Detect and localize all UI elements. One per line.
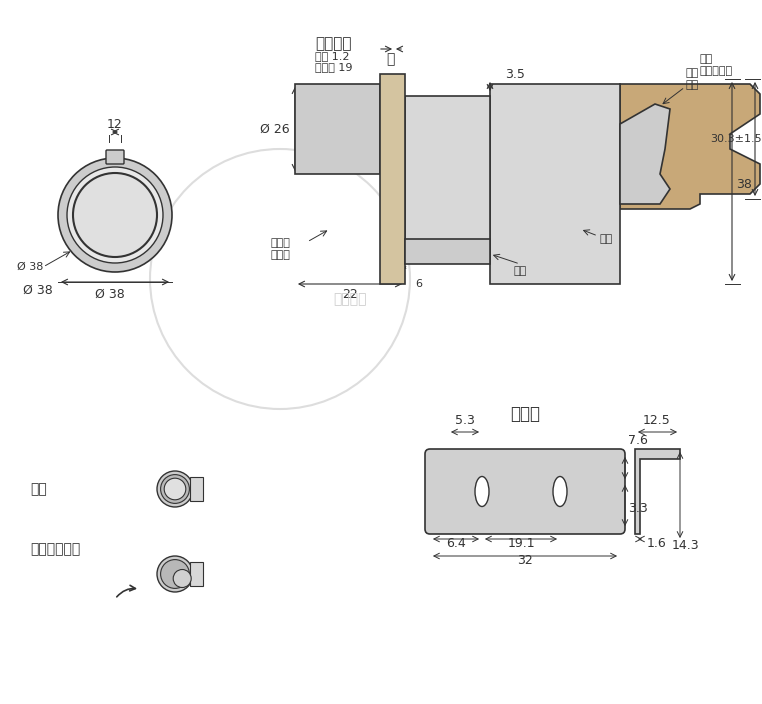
Text: 保持器: 保持器 — [510, 405, 540, 423]
Text: 按压弹出按钮: 按压弹出按钮 — [30, 542, 80, 556]
Ellipse shape — [553, 477, 567, 506]
Text: 关闭: 关闭 — [30, 482, 46, 496]
FancyBboxPatch shape — [490, 84, 620, 284]
Text: Ø 38: Ø 38 — [24, 284, 53, 296]
Text: 22: 22 — [342, 287, 358, 301]
Text: 实际尺寸: 实际尺寸 — [333, 292, 367, 306]
Text: 5.3: 5.3 — [455, 414, 475, 427]
Circle shape — [164, 478, 186, 500]
Text: 32: 32 — [517, 554, 533, 567]
FancyBboxPatch shape — [405, 239, 490, 264]
Circle shape — [157, 471, 193, 507]
Text: 6: 6 — [415, 279, 422, 289]
Ellipse shape — [475, 477, 489, 506]
FancyBboxPatch shape — [190, 562, 203, 586]
Text: 3.3: 3.3 — [628, 501, 648, 515]
Text: 14.3: 14.3 — [671, 539, 699, 552]
Text: 直立
锁舌: 直立 锁舌 — [685, 68, 698, 90]
Circle shape — [157, 556, 193, 592]
Text: 38: 38 — [736, 177, 752, 191]
Text: Ø 38: Ø 38 — [95, 287, 125, 301]
FancyBboxPatch shape — [380, 74, 405, 284]
Text: 锁套: 锁套 — [600, 234, 613, 244]
Text: 门: 门 — [386, 52, 394, 66]
Text: 7.6: 7.6 — [628, 434, 648, 447]
Text: Ø 26: Ø 26 — [261, 122, 290, 135]
Text: 螺母: 螺母 — [514, 266, 527, 276]
Text: 最小 1.2: 最小 1.2 — [315, 51, 350, 61]
Polygon shape — [620, 104, 670, 204]
Text: 有凹槽
的把手: 有凹槽 的把手 — [270, 238, 290, 260]
Text: 19.1: 19.1 — [507, 537, 535, 550]
Circle shape — [58, 158, 172, 272]
FancyBboxPatch shape — [405, 96, 490, 259]
Circle shape — [161, 474, 190, 503]
Circle shape — [173, 570, 191, 588]
FancyBboxPatch shape — [425, 449, 625, 534]
Text: 3.5: 3.5 — [505, 68, 525, 80]
FancyBboxPatch shape — [106, 150, 124, 164]
FancyBboxPatch shape — [190, 477, 203, 501]
Text: 12.5: 12.5 — [643, 414, 671, 427]
Polygon shape — [635, 449, 680, 534]
Text: 1.6: 1.6 — [647, 537, 667, 550]
Text: Ø 38: Ø 38 — [17, 262, 43, 272]
Circle shape — [67, 167, 163, 263]
Text: 金属保持器: 金属保持器 — [700, 66, 733, 76]
Text: 6.4: 6.4 — [446, 537, 466, 550]
Circle shape — [73, 173, 157, 257]
Text: 12: 12 — [107, 118, 123, 132]
Circle shape — [161, 560, 190, 589]
FancyBboxPatch shape — [295, 84, 380, 174]
Text: 30.3±1.5: 30.3±1.5 — [710, 134, 762, 144]
Text: 门板厚度: 门板厚度 — [315, 37, 351, 51]
Text: 门框: 门框 — [700, 54, 713, 64]
Text: 到最大 19: 到最大 19 — [315, 62, 353, 72]
Polygon shape — [620, 84, 760, 209]
